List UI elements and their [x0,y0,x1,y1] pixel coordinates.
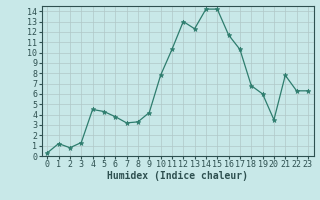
X-axis label: Humidex (Indice chaleur): Humidex (Indice chaleur) [107,171,248,181]
